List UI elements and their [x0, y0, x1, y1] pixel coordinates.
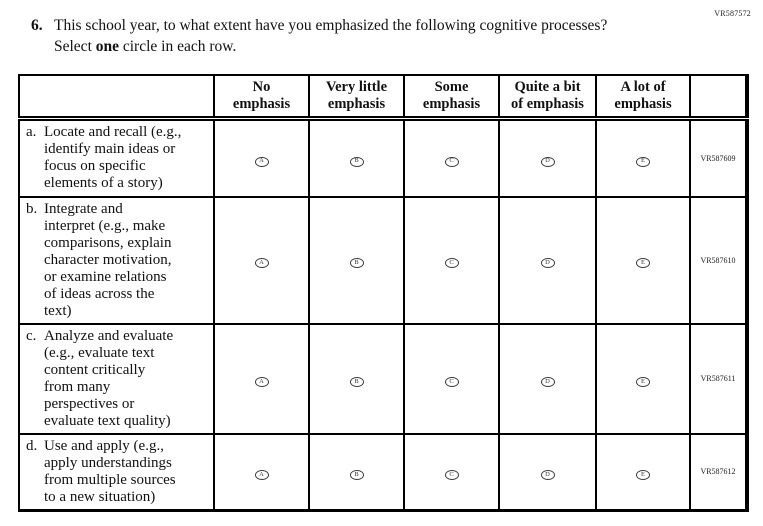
option-cell: E	[595, 195, 691, 325]
question-number: 6.	[31, 17, 43, 34]
row-code: VR587610	[689, 195, 748, 325]
row-label-integrate-and-interpret: b. Integrate and interpret (e.g., make c…	[18, 195, 215, 325]
column-header-line: emphasis	[232, 96, 291, 112]
row-label-text: Analyze and evaluate (e.g., evaluate tex…	[44, 327, 174, 429]
column-header-line: A lot of	[620, 79, 666, 95]
option-cell: B	[308, 117, 405, 198]
option-bubble-d[interactable]: D	[540, 469, 555, 480]
option-bubble-d[interactable]: D	[540, 258, 555, 269]
option-bubble-c[interactable]: C	[444, 156, 459, 167]
column-header-very-little-emphasis: Very little emphasis	[308, 74, 405, 121]
option-cell: E	[595, 117, 691, 198]
column-header-a-lot-of-emphasis: A lot of emphasis	[595, 74, 691, 121]
option-cell: D	[498, 432, 597, 511]
column-header-line: emphasis	[422, 96, 481, 112]
row-code: VR587611	[689, 322, 748, 435]
option-cell: A	[213, 322, 310, 435]
option-bubble-a[interactable]: A	[254, 469, 269, 480]
option-cell: C	[403, 195, 500, 325]
column-header-line: Quite a bit	[514, 79, 581, 95]
row-label-analyze-and-evaluate: c. Analyze and evaluate (e.g., evaluate …	[18, 322, 215, 435]
option-cell: A	[213, 432, 310, 511]
row-label-use-and-apply: d. Use and apply (e.g., apply understand…	[18, 432, 215, 511]
option-bubble-a[interactable]: A	[254, 156, 269, 167]
column-header-no-emphasis: No emphasis	[213, 74, 310, 121]
column-header-line: of emphasis	[511, 96, 584, 112]
option-bubble-b[interactable]: B	[349, 258, 364, 269]
option-cell: D	[498, 195, 597, 325]
option-cell: C	[403, 117, 500, 198]
option-bubble-e[interactable]: E	[636, 258, 650, 269]
question-text-part2: circle in each row.	[119, 38, 237, 55]
table-row-d: d. Use and apply (e.g., apply understand…	[18, 432, 748, 511]
column-header-line: Very little	[325, 79, 388, 95]
column-header-some-emphasis: Some emphasis	[403, 74, 500, 121]
column-header-line: No	[252, 79, 271, 95]
form-code-top-right: VR587572	[714, 9, 751, 18]
row-label-text: Integrate and interpret (e.g., make comp…	[44, 200, 172, 319]
option-cell: C	[403, 322, 500, 435]
column-header-line: Some	[434, 79, 469, 95]
option-cell: E	[595, 432, 691, 511]
option-bubble-c[interactable]: C	[444, 469, 459, 480]
option-bubble-b[interactable]: B	[349, 156, 364, 167]
question-text-part1: This school year, to what extent have yo…	[54, 17, 608, 55]
table-row-c: c. Analyze and evaluate (e.g., evaluate …	[18, 322, 748, 435]
column-header-quite-a-bit-of-emphasis: Quite a bit of emphasis	[498, 74, 597, 121]
option-cell: E	[595, 322, 691, 435]
option-cell: A	[213, 117, 310, 198]
header-row: No emphasis Very little emphasis Some em…	[18, 74, 748, 121]
option-cell: B	[308, 322, 405, 435]
option-bubble-a[interactable]: A	[254, 258, 269, 269]
option-cell: B	[308, 195, 405, 325]
option-cell: D	[498, 322, 597, 435]
option-bubble-c[interactable]: C	[444, 258, 459, 269]
column-header-line: emphasis	[327, 96, 386, 112]
row-label-text: Locate and recall (e.g., identify main i…	[44, 124, 182, 191]
column-header-line: emphasis	[614, 96, 672, 112]
option-bubble-b[interactable]: B	[349, 376, 364, 387]
row-label-locate-and-recall: a. Locate and recall (e.g., identify mai…	[18, 117, 215, 198]
option-cell: B	[308, 432, 405, 511]
option-bubble-d[interactable]: D	[540, 156, 555, 167]
row-code: VR587612	[689, 432, 748, 511]
row-marker: c.	[26, 327, 37, 344]
option-bubble-e[interactable]: E	[636, 156, 650, 167]
option-bubble-a[interactable]: A	[254, 376, 269, 387]
option-bubble-e[interactable]: E	[636, 469, 650, 480]
header-stub-empty	[18, 74, 215, 121]
question: 6. This school year, to what extent have…	[31, 15, 631, 57]
table-row-a: a. Locate and recall (e.g., identify mai…	[18, 117, 748, 198]
question-text: This school year, to what extent have yo…	[54, 15, 631, 57]
question-bold-word: one	[95, 38, 119, 55]
option-cell: D	[498, 117, 597, 198]
header-code-empty	[689, 74, 748, 121]
emphasis-table: No emphasis Very little emphasis Some em…	[18, 74, 749, 512]
option-bubble-d[interactable]: D	[540, 376, 555, 387]
row-label-text: Use and apply (e.g., apply understanding…	[44, 437, 176, 505]
option-bubble-c[interactable]: C	[444, 376, 459, 387]
row-marker: a.	[26, 124, 37, 140]
table-row-b: b. Integrate and interpret (e.g., make c…	[18, 195, 748, 325]
option-bubble-b[interactable]: B	[349, 469, 364, 480]
row-marker: b.	[26, 200, 38, 217]
row-code: VR587609	[689, 117, 748, 198]
row-marker: d.	[26, 437, 38, 454]
option-bubble-e[interactable]: E	[636, 376, 650, 387]
option-cell: C	[403, 432, 500, 511]
option-cell: A	[213, 195, 310, 325]
